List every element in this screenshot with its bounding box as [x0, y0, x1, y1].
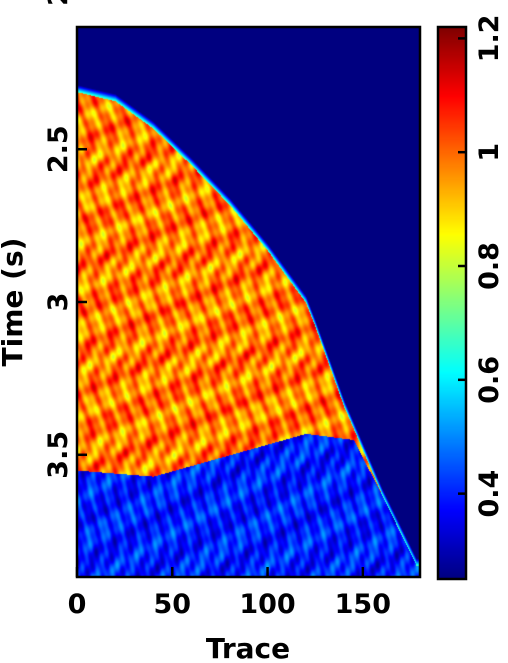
colorbar-tick-label: 1 — [474, 143, 505, 162]
x-tick-label: 50 — [153, 589, 191, 620]
colorbar-frame — [436, 25, 468, 581]
x-axis: 0 50 100 150 — [68, 567, 391, 620]
y-axis: 2 2.5 3 3.5 — [43, 0, 87, 479]
x-tick-label: 100 — [239, 589, 295, 620]
y-tick-label: 3.5 — [43, 431, 74, 479]
x-axis-label: Trace — [206, 632, 290, 663]
y-axis-label: Time (s) — [0, 238, 29, 367]
colorbar-tick-label: 0.6 — [474, 356, 505, 404]
colorbar-axis: 0.4 0.6 0.8 1 1.2 — [458, 14, 505, 518]
y-tick-label: 2 — [43, 0, 74, 6]
heatmap-plot-area — [77, 27, 420, 577]
colorbar-tick-label: 1.2 — [474, 14, 505, 62]
y-tick-label: 2.5 — [43, 125, 74, 173]
x-tick-label: 150 — [335, 589, 391, 620]
colorbar-tick-label: 0.8 — [474, 242, 505, 290]
x-tick-label: 0 — [68, 589, 87, 620]
colorbar-tick-label: 0.4 — [474, 470, 505, 518]
y-tick-label: 3 — [43, 293, 74, 312]
colorbar-gradient — [438, 27, 466, 579]
